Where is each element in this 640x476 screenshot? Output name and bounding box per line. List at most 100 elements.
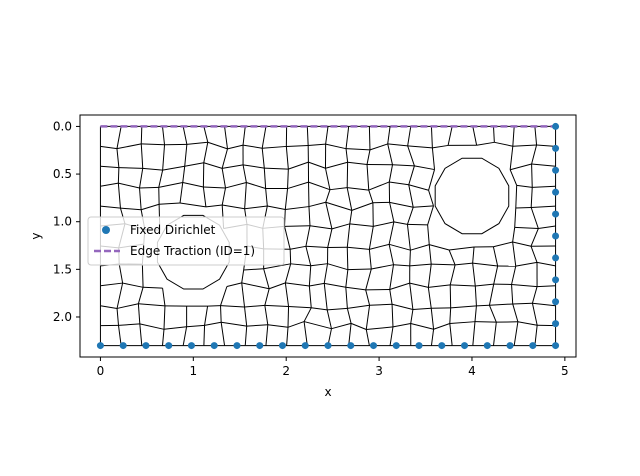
mesh-edge (117, 167, 120, 184)
mesh-edge (246, 324, 268, 327)
mesh-edge (392, 164, 415, 167)
mesh-edge (303, 321, 332, 330)
mesh-edge (410, 244, 430, 251)
mesh-edge (306, 126, 309, 146)
mesh-edge (202, 186, 207, 207)
data-point (552, 276, 560, 284)
mesh-edge (407, 126, 412, 146)
mesh-edge (286, 144, 309, 147)
legend: Fixed Dirichlet Edge Traction (ID=1) (87, 216, 285, 266)
mesh-edge (327, 263, 348, 271)
mesh-edge (327, 307, 348, 311)
x-tick-label: 1 (189, 364, 197, 378)
mesh-edge (310, 263, 328, 267)
mesh-edge (308, 285, 312, 308)
data-point (552, 210, 560, 218)
mesh-edge (324, 168, 331, 190)
mesh-edge (287, 306, 290, 328)
mesh-edge (163, 305, 166, 330)
mesh-edge (288, 161, 309, 170)
mesh-edge (455, 262, 473, 266)
mesh-edge (348, 323, 352, 346)
mesh-edge (509, 146, 514, 170)
mesh-edge (264, 167, 289, 170)
mesh-edge (409, 282, 429, 288)
mesh-edge (368, 189, 374, 203)
mesh-edge (116, 303, 139, 309)
mesh-edge (122, 282, 144, 288)
mesh-edge (143, 286, 163, 289)
mesh-edge (116, 126, 122, 149)
mesh-edge (488, 305, 497, 323)
mesh-edge (538, 225, 556, 230)
legend-label-fixed-dirichlet: Fixed Dirichlet (130, 223, 216, 237)
mesh-edge (409, 250, 411, 266)
mesh-edge (140, 203, 160, 211)
data-point (210, 342, 218, 350)
mesh-edge (388, 164, 393, 183)
mesh-edge (116, 308, 120, 326)
mesh-edge (430, 329, 435, 346)
data-point (438, 342, 446, 350)
mesh-edge (325, 201, 352, 211)
mesh-edge (308, 265, 312, 286)
mesh-edge (345, 126, 350, 149)
mesh-edge (368, 249, 372, 270)
mesh-edge (182, 326, 188, 346)
mesh-edge (393, 221, 408, 225)
mesh-edge (220, 286, 228, 306)
mesh-edge (428, 169, 436, 191)
mesh-edge (162, 288, 166, 306)
x-tick-label: 0 (97, 364, 105, 378)
mesh-edge (387, 143, 393, 165)
mesh-edge (265, 188, 268, 207)
mesh-edge (472, 262, 498, 267)
data-point (301, 342, 309, 350)
mesh-edge (327, 228, 333, 248)
mesh-edge (118, 167, 143, 169)
mesh-edge (474, 305, 477, 322)
data-point (415, 342, 423, 350)
mesh-edge (391, 303, 414, 311)
mesh-edge (450, 305, 477, 309)
mesh-edge (368, 126, 371, 150)
mesh-edge (346, 308, 352, 324)
data-point (187, 342, 195, 350)
mesh-edge (472, 246, 475, 264)
data-point (552, 254, 560, 262)
mesh-edge (509, 169, 518, 186)
mesh-edge (430, 126, 433, 148)
data-point (256, 342, 264, 350)
mesh-edge (117, 183, 121, 209)
mesh-edge (308, 143, 326, 146)
mesh-edge (512, 241, 532, 247)
mesh-edge (475, 283, 494, 287)
mesh-edge (368, 226, 374, 250)
mesh-edge (510, 163, 532, 171)
mesh-edge (221, 168, 227, 189)
mesh-edge (222, 164, 244, 169)
mesh-edge (515, 185, 518, 208)
mesh-edge (388, 244, 394, 265)
mesh-edge (531, 286, 538, 304)
mesh-edge (284, 225, 310, 227)
mesh-edge (141, 143, 165, 146)
mesh-edge (284, 188, 289, 210)
mesh-edge (242, 126, 246, 146)
mesh-edge (513, 321, 519, 346)
data-point (119, 342, 127, 350)
mesh-edge (345, 148, 349, 163)
mesh-edge (139, 186, 159, 189)
mesh-edge (413, 205, 434, 208)
mesh-edge (511, 284, 514, 304)
mesh-edge (100, 145, 118, 150)
data-point (461, 342, 469, 350)
mesh-edge (325, 189, 331, 203)
x-axis-ticks: 0 1 2 3 4 5 (97, 357, 569, 378)
mesh-edge (303, 307, 312, 322)
mesh-edge (514, 207, 517, 228)
mesh-edge (227, 144, 244, 150)
mesh-edge (284, 226, 291, 250)
mesh-edge (406, 224, 411, 251)
